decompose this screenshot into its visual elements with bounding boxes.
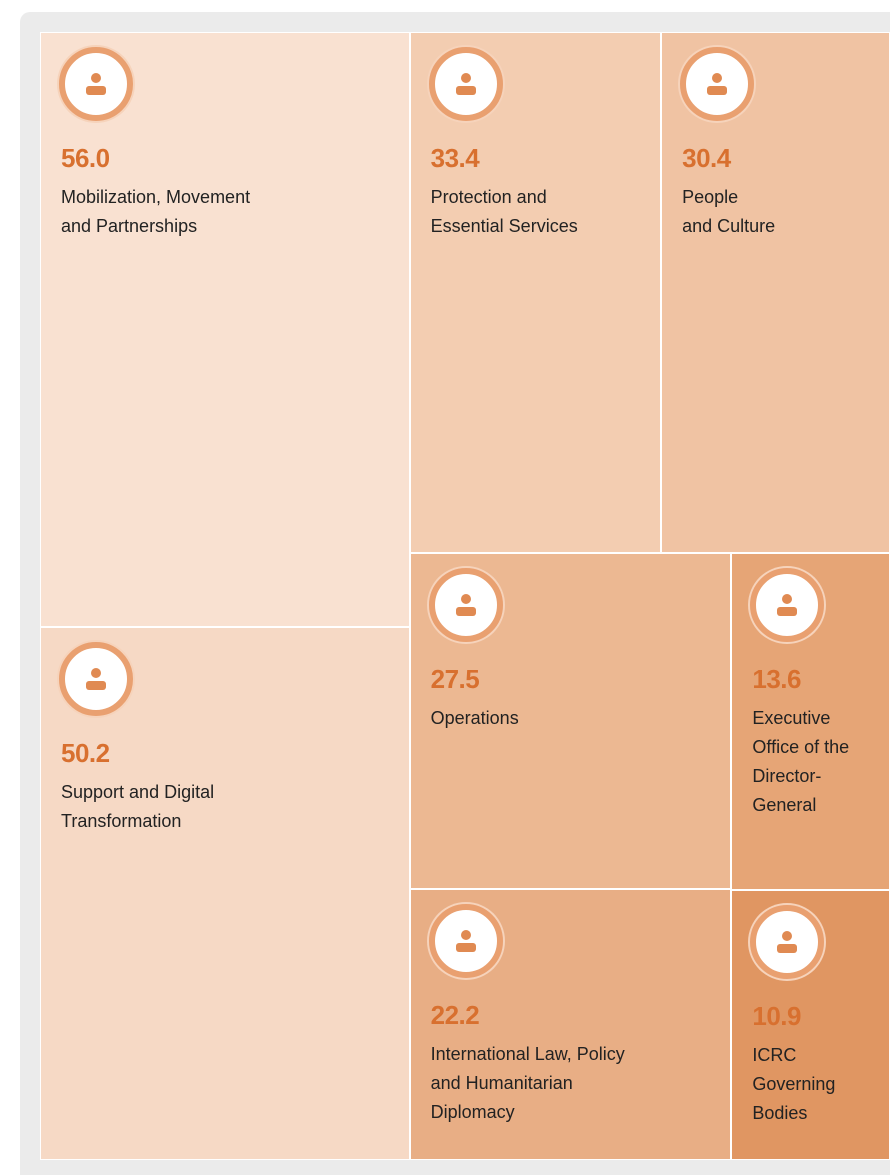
icon — [428, 47, 503, 121]
tile: 30.4 People and Culture — [661, 32, 890, 554]
tile: 56.0 Mobilization, Movement and Partnersh… — [40, 32, 410, 627]
icon — [428, 904, 503, 979]
value-label: 13.6 — [752, 664, 801, 695]
icon-glyph — [707, 73, 728, 95]
icon-glyph — [777, 931, 798, 954]
icon-glyph — [777, 594, 798, 617]
icon-glyph — [86, 667, 106, 690]
category-label: International Law, Policy and Humanitari… — [430, 1044, 625, 1123]
tile: 27.5 Operations — [409, 553, 732, 890]
icon — [428, 568, 503, 643]
category-label: Protection and Essential Services — [430, 187, 578, 236]
value-label: 30.4 — [682, 143, 731, 173]
tile: 10.9 ICRC Governing Bodies — [731, 890, 890, 1160]
tile: 33.4 Protection and Essential Services — [409, 32, 662, 554]
value-label: 33.4 — [430, 143, 480, 173]
icon-glyph — [455, 594, 476, 617]
tile: 13.6 Executive Office of the Director-Gen… — [731, 553, 890, 891]
category-label: Executive Office of the Director-General — [752, 708, 850, 816]
category-label: Support and Digital Transformation — [61, 781, 215, 831]
icon — [750, 568, 825, 643]
value-label: 56.0 — [61, 143, 110, 173]
value-label: 50.2 — [61, 737, 110, 768]
value-label: 10.9 — [752, 1001, 801, 1032]
category-label: Operations — [430, 708, 519, 729]
icon-glyph — [86, 73, 106, 95]
icon — [750, 905, 825, 980]
value-label: 27.5 — [430, 664, 480, 695]
category-label: ICRC Governing Bodies — [752, 1045, 836, 1124]
category-label: Mobilization, Movement and Partnerships — [61, 187, 251, 236]
icon-glyph — [455, 73, 476, 95]
treemap: 56.0 Mobilization, Movement and Partnersh… — [40, 32, 890, 1160]
tile: 22.2 International Law, Policy and Humani… — [409, 889, 732, 1160]
icon — [59, 641, 133, 716]
icon-glyph — [455, 930, 476, 953]
value-label: 22.2 — [430, 1000, 480, 1031]
icon — [59, 47, 133, 121]
icon — [680, 47, 755, 121]
category-label: People and Culture — [682, 187, 776, 236]
tile: 50.2 Support and Digital Transformation — [40, 626, 410, 1160]
